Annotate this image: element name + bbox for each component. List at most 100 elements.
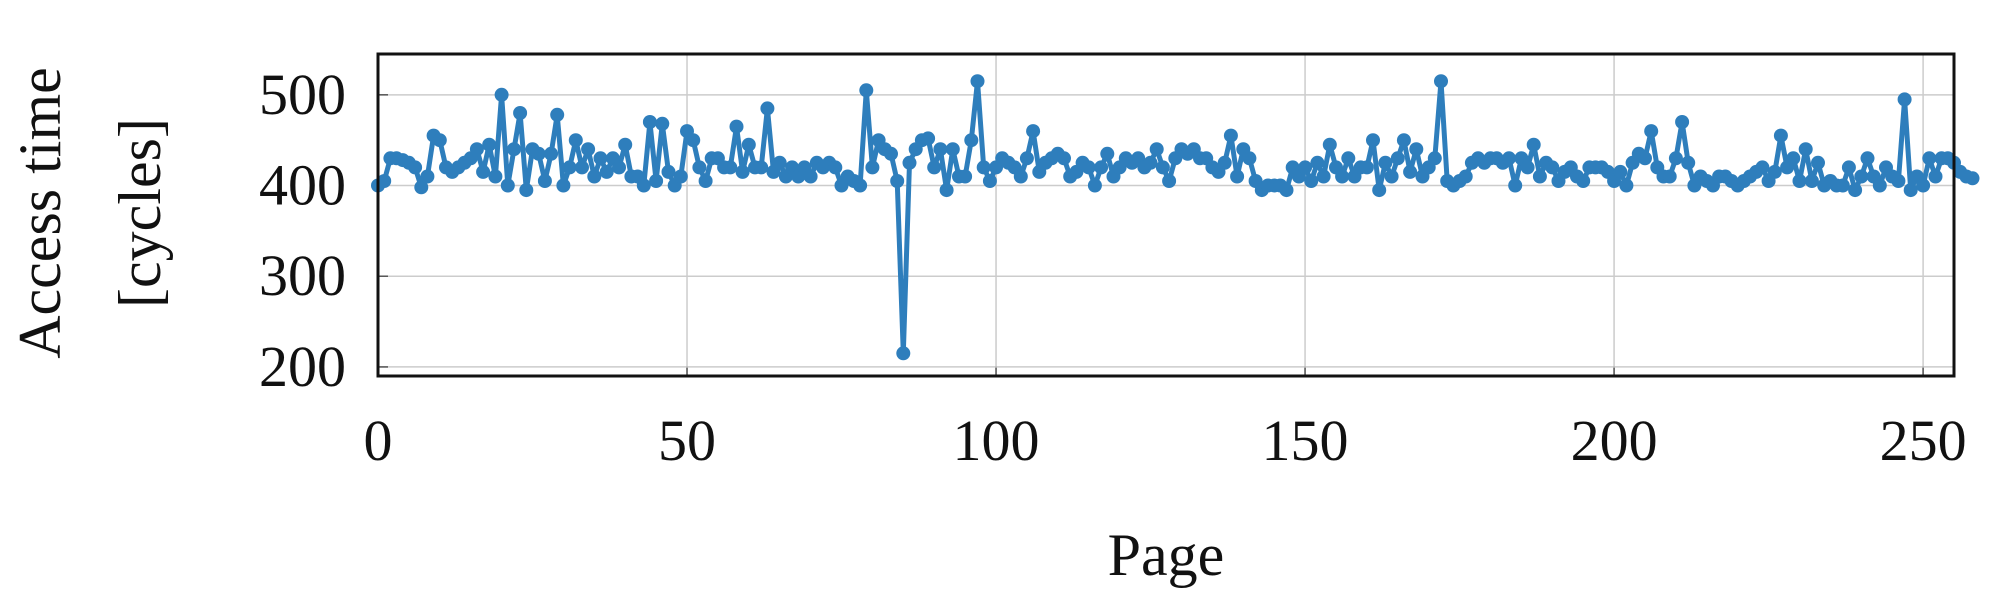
data-point <box>741 137 756 152</box>
data-point <box>1619 178 1634 193</box>
data-point <box>735 164 750 179</box>
data-point <box>1026 124 1041 139</box>
data-point <box>1378 155 1393 170</box>
data-point <box>1149 142 1164 157</box>
data-point <box>544 146 559 161</box>
data-point <box>612 160 626 175</box>
data-point <box>1100 146 1115 161</box>
data-point <box>1792 174 1807 188</box>
data-point <box>1155 160 1170 175</box>
data-point <box>1403 164 1418 179</box>
data-point <box>970 74 985 89</box>
data-point <box>686 133 701 148</box>
data-point <box>1384 169 1399 184</box>
data-point <box>537 174 552 188</box>
plot-frame <box>376 52 1956 378</box>
y-axis-label: Access time [cycles] <box>7 67 173 359</box>
data-point <box>550 107 565 122</box>
data-point <box>1019 151 1034 166</box>
data-point <box>1310 155 1325 170</box>
data-point <box>828 160 843 175</box>
data-point <box>1359 160 1374 175</box>
data-point <box>1013 169 1028 184</box>
data-point <box>1841 160 1856 175</box>
data-point <box>642 115 657 129</box>
data-point <box>1804 174 1819 188</box>
data-point <box>1848 183 1863 198</box>
data-point <box>1922 151 1937 166</box>
series-line <box>376 78 1974 356</box>
x-tick-label: 100 <box>953 408 1040 473</box>
data-point <box>1613 164 1628 179</box>
x-tick-label: 50 <box>658 408 716 473</box>
data-point <box>1316 169 1331 184</box>
data-point <box>933 142 948 157</box>
data-point <box>1304 174 1319 188</box>
data-point <box>1786 151 1801 166</box>
data-point <box>896 346 911 361</box>
data-point <box>414 180 429 195</box>
data-point <box>488 169 503 184</box>
data-point <box>562 160 577 175</box>
data-point <box>1162 174 1177 188</box>
data-point <box>1279 183 1294 198</box>
data-point <box>507 142 521 157</box>
data-point <box>1508 178 1523 193</box>
data-point <box>1458 169 1473 184</box>
y-axis-tick-labels: 200 300 400 500 <box>259 62 346 399</box>
data-point <box>1811 155 1825 170</box>
data-point <box>575 160 589 175</box>
data-point <box>1372 183 1387 198</box>
data-point <box>921 131 936 146</box>
data-point <box>927 160 942 175</box>
data-point <box>1298 160 1313 175</box>
data-point <box>1798 142 1813 157</box>
data-point <box>1087 178 1102 193</box>
y-tick-label: 500 <box>259 62 346 127</box>
data-point <box>1341 151 1356 166</box>
data-point <box>531 146 546 161</box>
y-tick-label: 300 <box>259 243 346 308</box>
data-point <box>692 160 707 175</box>
data-point <box>1773 128 1788 143</box>
data-point <box>1223 128 1238 143</box>
data-point <box>1916 178 1931 193</box>
series-access-time <box>371 74 1980 361</box>
data-point <box>482 137 497 152</box>
data-point <box>556 178 571 193</box>
data-point <box>649 174 664 188</box>
data-point <box>568 133 583 148</box>
data-point <box>593 151 608 166</box>
data-point <box>1854 169 1869 184</box>
data-point <box>1755 160 1770 175</box>
data-point <box>723 160 738 175</box>
data-point <box>1681 155 1696 170</box>
data-point <box>377 174 392 188</box>
data-point <box>772 155 787 170</box>
data-point <box>902 155 917 170</box>
data-point <box>618 137 633 152</box>
data-point <box>636 178 651 193</box>
data-point <box>519 183 534 198</box>
data-point <box>1143 155 1158 170</box>
y-tick-label: 400 <box>259 153 346 218</box>
data-point <box>853 178 868 193</box>
data-point <box>494 87 509 102</box>
data-point <box>1662 169 1677 184</box>
data-point <box>673 169 688 184</box>
data-point <box>1094 160 1109 175</box>
data-point <box>1057 151 1071 166</box>
data-point <box>945 142 960 157</box>
data-point <box>976 160 991 175</box>
data-point <box>1532 169 1547 184</box>
data-point <box>513 106 528 120</box>
data-point <box>982 174 997 188</box>
data-point <box>1081 160 1096 175</box>
data-point <box>890 174 905 188</box>
x-axis-label: Page <box>1108 522 1225 588</box>
data-point <box>1675 115 1690 129</box>
data-point <box>599 164 614 179</box>
data-point <box>1526 137 1541 152</box>
data-point <box>476 164 491 179</box>
